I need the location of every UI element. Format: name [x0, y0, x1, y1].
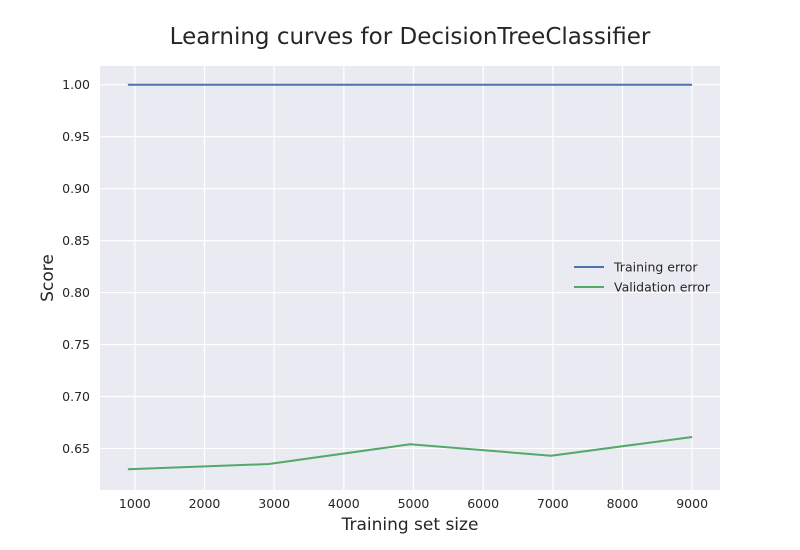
x-tick-label: 2000 [189, 496, 221, 511]
legend-label-training-error: Training error [613, 260, 698, 275]
series-line-validation-error [127, 436, 693, 471]
x-tick-label: 3000 [258, 496, 290, 511]
x-tick-label: 9000 [676, 496, 708, 511]
plot-area [100, 66, 720, 490]
x-tick-label: 7000 [537, 496, 569, 511]
y-tick-label: 0.65 [62, 441, 90, 456]
x-axis-label: Training set size [341, 515, 479, 535]
x-tick-label: 8000 [607, 496, 639, 511]
tick-labels: 1000 2000 3000 4000 5000 6000 7000 8000 9000 0.65… [62, 77, 708, 511]
y-axis-label: Score [38, 254, 58, 302]
y-tick-label: 0.80 [62, 285, 90, 300]
y-tick-label: 0.70 [62, 389, 90, 404]
y-tick-label: 0.90 [62, 181, 90, 196]
legend-label-validation-error: Validation error [614, 280, 711, 295]
chart-title: Learning curves for DecisionTreeClassifi… [170, 24, 651, 50]
y-tick-label: 0.95 [62, 129, 90, 144]
x-tick-label: 4000 [328, 496, 360, 511]
series-lines [127, 83, 693, 471]
y-tick-label: 1.00 [62, 77, 90, 92]
legend: Training error Validation error [574, 260, 711, 295]
y-tick-label: 0.85 [62, 233, 90, 248]
x-tick-label: 1000 [119, 496, 151, 511]
x-tick-label: 5000 [398, 496, 430, 511]
x-tick-label: 6000 [467, 496, 499, 511]
y-tick-label: 0.75 [62, 337, 90, 352]
